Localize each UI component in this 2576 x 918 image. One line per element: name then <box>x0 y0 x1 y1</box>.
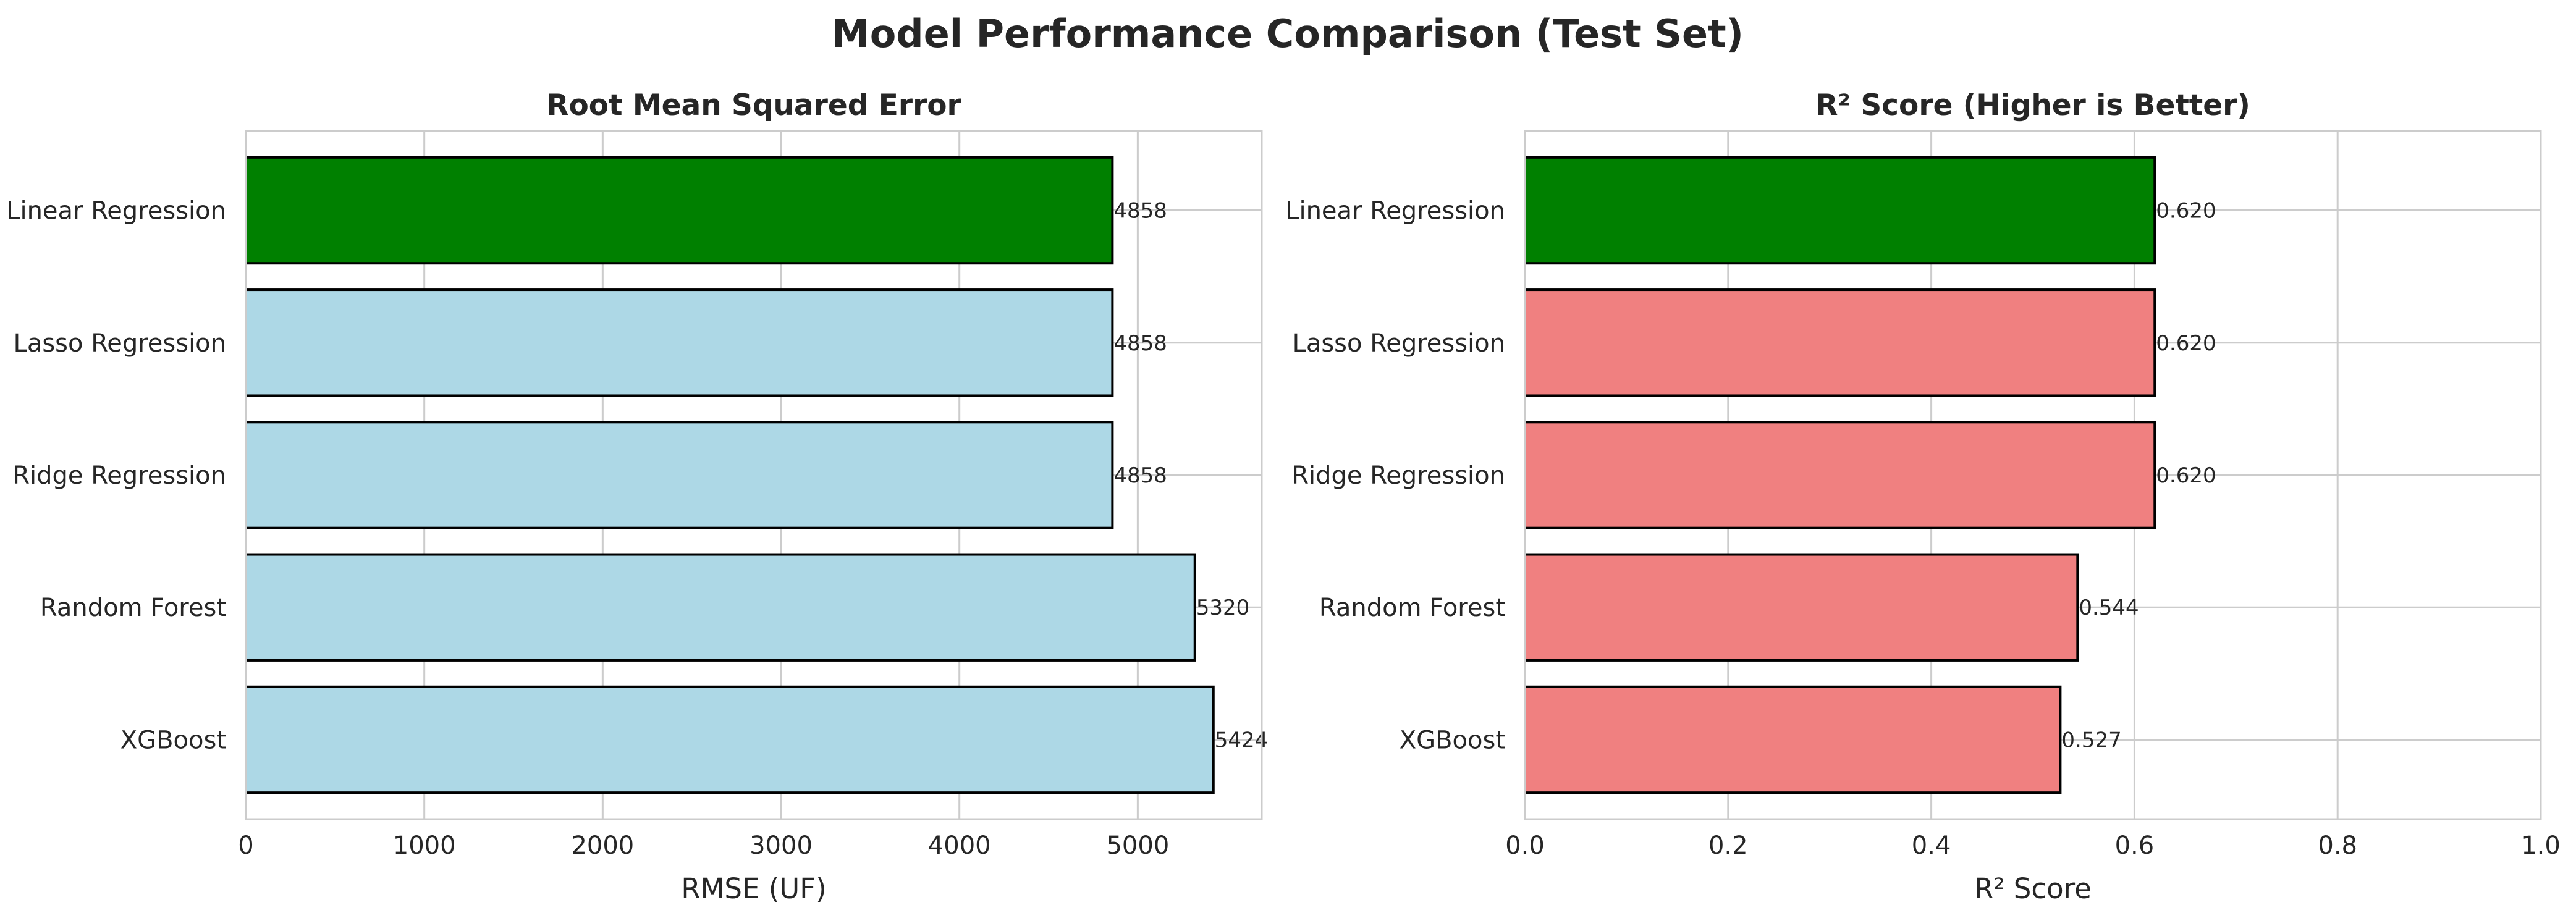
rmse-data-label: 5424 <box>1215 728 1269 752</box>
r2-x-tick-label: 0.4 <box>1912 832 1951 860</box>
rmse-x-tick-label: 2000 <box>571 832 634 860</box>
r2-category-label: XGBoost <box>1400 726 1505 754</box>
r2-category-label: Lasso Regression <box>1293 329 1505 358</box>
r2-bar <box>1524 156 2156 265</box>
r2-x-tick-label: 0.2 <box>1708 832 1748 860</box>
rmse-x-tick-label: 4000 <box>928 832 991 860</box>
r2-data-label: 0.544 <box>2079 596 2139 620</box>
figure-title: Model Performance Comparison (Test Set) <box>832 11 1744 56</box>
rmse-category-label: Ridge Regression <box>12 461 226 490</box>
r2-data-label: 0.620 <box>2156 463 2216 488</box>
rmse-bar <box>245 685 1215 794</box>
rmse-category-label: Lasso Regression <box>14 329 226 358</box>
r2-x-tick-label: 0.8 <box>2318 832 2357 860</box>
r2-x-tick-label: 0.0 <box>1505 832 1545 860</box>
r2-data-label: 0.620 <box>2156 199 2216 224</box>
rmse-bar <box>245 553 1196 662</box>
rmse-x-tick-label: 3000 <box>750 832 813 860</box>
rmse-category-label: XGBoost <box>120 726 226 754</box>
rmse-x-tick-label: 1000 <box>393 832 456 860</box>
rmse-data-label: 4858 <box>1113 463 1167 488</box>
r2-axes-title: R² Score (Higher is Better) <box>1815 88 2250 122</box>
rmse-category-label: Linear Regression <box>6 197 226 225</box>
rmse-data-label: 4858 <box>1113 199 1167 224</box>
r2-x-tick-label: 1.0 <box>2521 832 2561 860</box>
r2-bar <box>1524 421 2156 529</box>
r2-bar <box>1524 288 2156 397</box>
rmse-bar <box>245 288 1114 397</box>
rmse-x-axis-label: RMSE (UF) <box>681 872 826 905</box>
rmse-panel: 4858 Linear Regression 4858 Lasso Regressio… <box>6 88 1268 905</box>
rmse-data-label: 5320 <box>1196 596 1250 620</box>
rmse-x-tick-label: 0 <box>238 832 253 860</box>
rmse-x-tick-label: 5000 <box>1106 832 1169 860</box>
rmse-bar <box>245 421 1114 529</box>
r2-x-tick-label: 0.6 <box>2115 832 2155 860</box>
r2-x-axis-label: R² Score <box>1974 872 2092 905</box>
rmse-axes-title: Root Mean Squared Error <box>546 88 961 122</box>
rmse-bar <box>245 156 1114 265</box>
r2-bar <box>1524 553 2079 662</box>
r2-bar <box>1524 685 2062 794</box>
r2-category-label: Random Forest <box>1319 594 1505 622</box>
r2-data-label: 0.620 <box>2156 331 2216 356</box>
rmse-data-label: 4858 <box>1113 331 1167 356</box>
rmse-category-label: Random Forest <box>40 594 226 622</box>
r2-data-label: 0.527 <box>2061 728 2121 752</box>
rmse-axes-frame <box>245 130 1263 820</box>
r2-category-label: Ridge Regression <box>1291 461 1505 490</box>
r2-panel: 0.620 Linear Regression 0.620 Lasso Regress… <box>1285 88 2561 905</box>
r2-category-label: Linear Regression <box>1285 197 1505 225</box>
r2-axes-frame <box>1524 130 2542 820</box>
